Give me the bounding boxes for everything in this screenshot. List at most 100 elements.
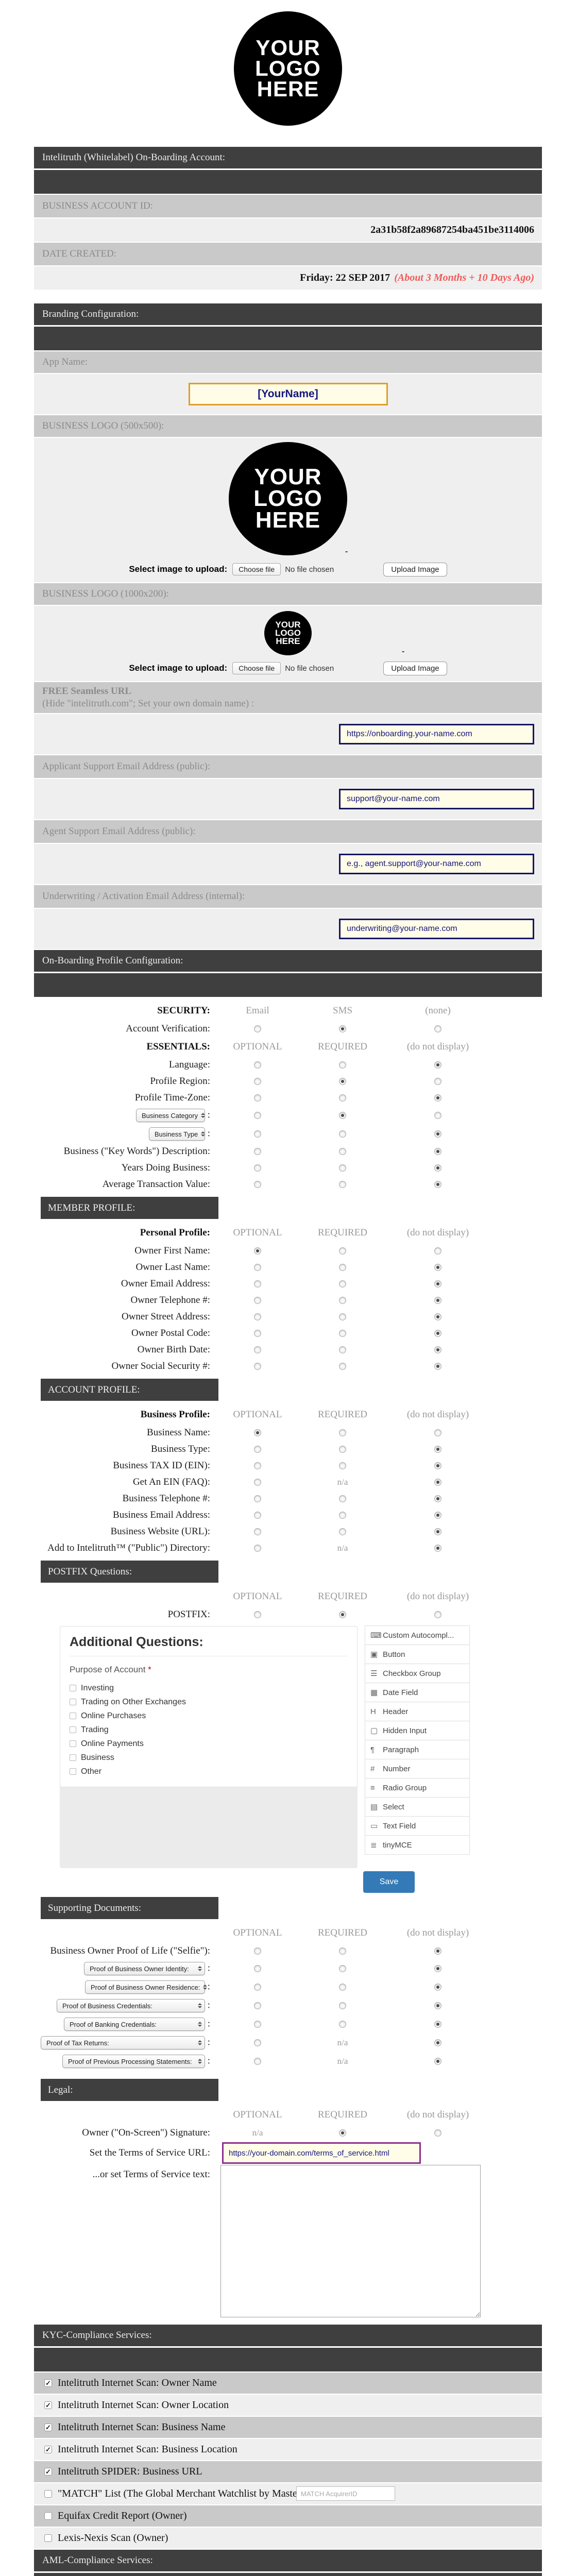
radio-unselected[interactable] (339, 1495, 346, 1502)
radio-unselected[interactable] (254, 1025, 261, 1032)
radio-selected[interactable] (339, 1112, 346, 1119)
checkbox-unchecked[interactable] (70, 1754, 76, 1761)
radio-selected[interactable] (434, 1297, 441, 1304)
radio-unselected[interactable] (339, 1512, 346, 1519)
palette-item-radio-group[interactable]: ≡ Radio Group (365, 1778, 470, 1798)
radio-unselected[interactable] (339, 1984, 346, 1991)
radio-selected[interactable] (434, 1947, 441, 1955)
radio-unselected[interactable] (339, 1297, 346, 1304)
radio-unselected[interactable] (254, 1164, 261, 1172)
checkbox-checked[interactable]: ✓ (44, 2401, 52, 2409)
checkbox-unchecked[interactable] (44, 2534, 52, 2542)
checkbox-checked[interactable]: ✓ (44, 2446, 52, 2453)
upload-image-button[interactable]: Upload Image (383, 562, 447, 577)
radio-unselected[interactable] (339, 1429, 346, 1436)
radio-selected[interactable] (434, 1545, 441, 1552)
palette-item-button[interactable]: ▣ Button (365, 1645, 470, 1664)
radio-selected[interactable] (434, 1528, 441, 1535)
dropdown-select[interactable]: Proof of Business Owner Residence: (84, 1980, 208, 1994)
radio-unselected[interactable] (254, 1130, 261, 1138)
choose-file-button[interactable]: Choose file (232, 563, 281, 575)
radio-unselected[interactable] (254, 1479, 261, 1486)
radio-selected[interactable] (434, 1462, 441, 1469)
radio-unselected[interactable] (254, 2058, 261, 2065)
radio-unselected[interactable] (254, 1297, 261, 1304)
dropdown-select[interactable]: Business Category (135, 1109, 206, 1122)
radio-selected[interactable] (434, 1346, 441, 1353)
radio-unselected[interactable] (434, 1078, 441, 1085)
radio-unselected[interactable] (254, 2002, 261, 2009)
radio-selected[interactable] (434, 1446, 441, 1453)
palette-item-date-field[interactable]: ▦ Date Field (365, 1683, 470, 1702)
radio-unselected[interactable] (339, 1247, 346, 1255)
radio-unselected[interactable] (254, 1545, 261, 1552)
dropdown-select[interactable]: Business Type (148, 1127, 206, 1141)
radio-unselected[interactable] (254, 1346, 261, 1353)
checkbox-unchecked[interactable] (44, 2512, 52, 2520)
radio-unselected[interactable] (339, 1330, 346, 1337)
radio-unselected[interactable] (339, 1462, 346, 1469)
radio-selected[interactable] (434, 2039, 441, 2046)
app-name-input[interactable] (188, 383, 388, 405)
radio-unselected[interactable] (254, 1984, 261, 1991)
radio-unselected[interactable] (254, 1148, 261, 1155)
dropdown-select[interactable]: Proof of Banking Credentials: (63, 2018, 205, 2031)
radio-unselected[interactable] (339, 1363, 346, 1370)
radio-unselected[interactable] (339, 1181, 346, 1188)
tos-text-textarea[interactable] (220, 2165, 481, 2317)
radio-selected[interactable] (434, 2058, 441, 2065)
radio-selected[interactable] (434, 1130, 441, 1138)
radio-selected[interactable] (434, 1264, 441, 1271)
radio-unselected[interactable] (434, 1025, 441, 1032)
radio-selected[interactable] (339, 2129, 346, 2137)
radio-unselected[interactable] (339, 1346, 346, 1353)
radio-unselected[interactable] (339, 1094, 346, 1101)
radio-unselected[interactable] (339, 1061, 346, 1069)
radio-selected[interactable] (434, 1148, 441, 1155)
palette-item-checkbox-group[interactable]: ☰ Checkbox Group (365, 1664, 470, 1683)
radio-unselected[interactable] (254, 1078, 261, 1085)
radio-selected[interactable] (339, 1611, 346, 1618)
radio-unselected[interactable] (254, 1061, 261, 1069)
checkbox-unchecked[interactable] (70, 1713, 76, 1719)
radio-unselected[interactable] (254, 2021, 261, 2028)
radio-unselected[interactable] (254, 1363, 261, 1370)
dropdown-select[interactable]: Proof of Tax Returns: (40, 2036, 205, 2049)
palette-item-header[interactable]: H Header (365, 1702, 470, 1721)
palette-item-paragraph[interactable]: ¶ Paragraph (365, 1740, 470, 1759)
radio-selected[interactable] (254, 1247, 261, 1255)
radio-unselected[interactable] (254, 1528, 261, 1535)
radio-unselected[interactable] (254, 1495, 261, 1502)
radio-unselected[interactable] (339, 1313, 346, 1320)
checkbox-checked[interactable]: ✓ (44, 2379, 52, 2387)
radio-unselected[interactable] (339, 1446, 346, 1453)
radio-unselected[interactable] (339, 2002, 346, 2009)
radio-unselected[interactable] (339, 1280, 346, 1287)
radio-selected[interactable] (434, 1984, 441, 1991)
checkbox-unchecked[interactable] (70, 1685, 76, 1691)
radio-unselected[interactable] (254, 1181, 261, 1188)
radio-unselected[interactable] (254, 2039, 261, 2046)
checkbox-unchecked[interactable] (70, 1726, 76, 1733)
dropdown-select[interactable]: Proof of Previous Processing Statements: (62, 2055, 205, 2068)
underwriting-email-input[interactable] (339, 919, 534, 939)
radio-selected[interactable] (434, 1164, 441, 1172)
radio-unselected[interactable] (434, 1112, 441, 1119)
radio-selected[interactable] (434, 2021, 441, 2028)
checkbox-unchecked[interactable] (70, 1768, 76, 1775)
seamless-url-input[interactable] (339, 724, 534, 744)
radio-unselected[interactable] (254, 1094, 261, 1101)
checkbox-checked[interactable]: ✓ (44, 2424, 52, 2431)
radio-unselected[interactable] (434, 1247, 441, 1255)
checkbox-unchecked[interactable] (70, 1699, 76, 1705)
radio-selected[interactable] (254, 1429, 261, 1436)
radio-selected[interactable] (434, 1094, 441, 1101)
radio-unselected[interactable] (434, 2129, 441, 2137)
radio-unselected[interactable] (254, 1330, 261, 1337)
radio-unselected[interactable] (339, 1965, 346, 1972)
checkbox-unchecked[interactable] (44, 2490, 52, 2498)
radio-selected[interactable] (434, 2002, 441, 2009)
radio-unselected[interactable] (254, 1965, 261, 1972)
radio-unselected[interactable] (254, 1446, 261, 1453)
radio-unselected[interactable] (254, 1611, 261, 1618)
